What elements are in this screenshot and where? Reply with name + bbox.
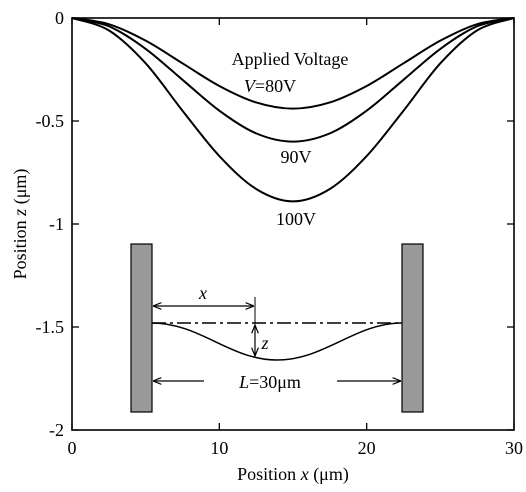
- y-tick-label-4: -2: [49, 420, 64, 440]
- right-electrode: [401, 243, 424, 413]
- inset-z-label: z: [260, 333, 268, 353]
- y-tick-label-3: -1.5: [36, 317, 65, 337]
- curves-layer: [71, 17, 515, 203]
- label-100v: 100V: [276, 209, 316, 229]
- label-80v: V=80V: [244, 76, 296, 96]
- inset-schematic: x z L=30μm: [130, 243, 424, 413]
- deflected-beam: [151, 322, 403, 361]
- x-tick-label-10: 10: [210, 438, 228, 458]
- label-90v: 90V: [281, 147, 312, 167]
- x-tick-label-30: 30: [505, 438, 523, 458]
- y-tick-label-0: 0: [55, 8, 64, 28]
- x-tick-label-20: 20: [358, 438, 376, 458]
- y-tick-label-1: -0.5: [36, 111, 65, 131]
- series-line-100v: [71, 17, 515, 203]
- series-line-90v: [71, 17, 515, 143]
- x-tick-label-0: 0: [68, 438, 77, 458]
- curve-annotations: Applied Voltage V=80V 90V 100V: [232, 49, 349, 229]
- tick-labels: 0 10 20 30 0 -0.5 -1 -1.5 -2: [36, 8, 524, 458]
- series-line-80v: [71, 17, 515, 110]
- left-electrode: [130, 243, 153, 413]
- y-tick-label-2: -1: [49, 214, 64, 234]
- y-axis-label: Position z (μm): [10, 169, 31, 280]
- plot-frame: [71, 17, 515, 431]
- annotation-applied-voltage: Applied Voltage: [232, 49, 349, 69]
- inset-length-label: L=30μm: [238, 372, 301, 392]
- x-axis-label: Position x (μm): [237, 464, 349, 485]
- inset-x-label: x: [198, 283, 207, 303]
